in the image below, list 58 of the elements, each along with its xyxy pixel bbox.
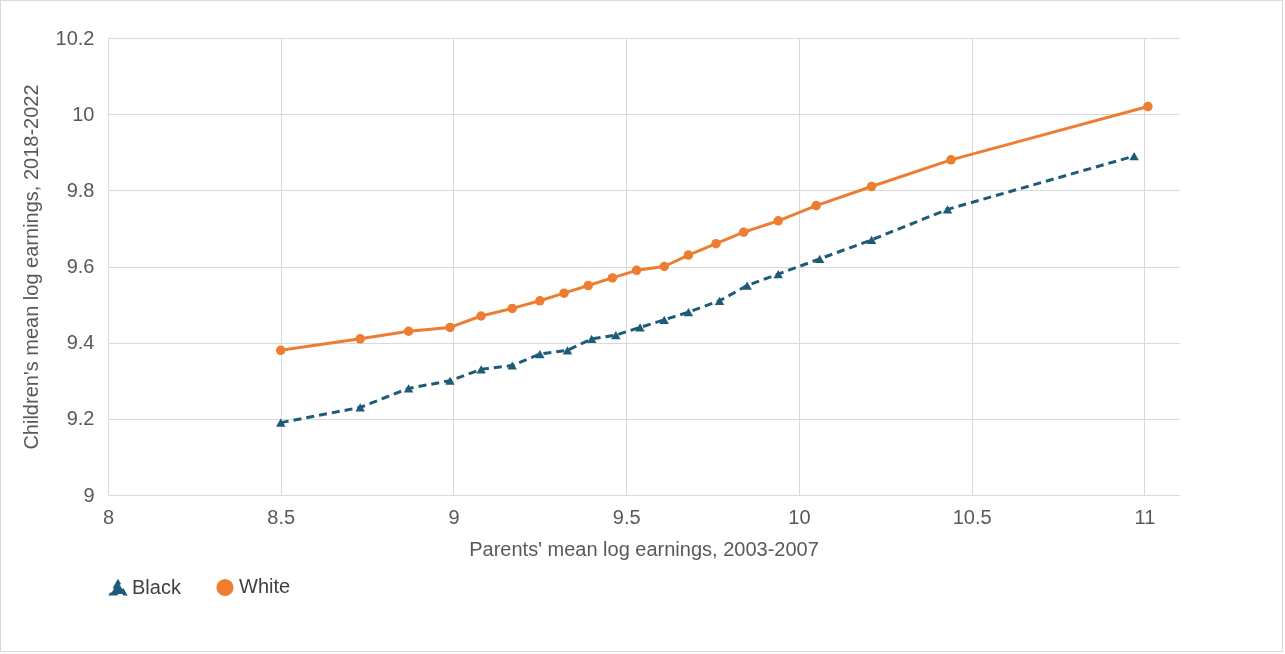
point — [942, 205, 953, 214]
point — [738, 227, 749, 237]
point — [276, 345, 286, 356]
y-tick-label: 9.2 — [66, 407, 95, 430]
point — [559, 288, 569, 298]
point — [811, 200, 821, 211]
point — [866, 181, 877, 192]
point — [714, 296, 725, 305]
point — [507, 303, 517, 314]
x-tick-label: 8.5 — [267, 505, 296, 528]
legend-label: Black — [132, 575, 182, 598]
point — [476, 365, 486, 374]
point — [683, 308, 694, 317]
point — [276, 418, 286, 427]
x-tick-label: 9.5 — [612, 505, 641, 528]
x-tick-label: 9 — [448, 505, 460, 528]
point — [355, 334, 365, 344]
point — [773, 216, 783, 226]
x-axis-title: Parents' mean log earnings, 2003-2007 — [469, 537, 819, 560]
point — [659, 261, 669, 272]
point — [403, 326, 414, 336]
x-tick-label: 11 — [1134, 505, 1156, 528]
y-tick-label: 9 — [83, 483, 95, 506]
point — [659, 315, 669, 324]
point — [586, 334, 597, 343]
point — [476, 311, 486, 321]
point — [866, 235, 877, 244]
y-tick-label: 10.2 — [55, 26, 95, 49]
y-tick-label: 9.8 — [66, 178, 95, 201]
point — [355, 403, 365, 412]
y-tick-label: 9.6 — [66, 255, 95, 277]
point — [507, 361, 517, 370]
x-tick-label: 8 — [102, 505, 115, 528]
y-axis-title: Children's mean log earnings, 2018-2022 — [19, 84, 42, 450]
point — [946, 155, 956, 165]
point — [611, 330, 621, 340]
point — [403, 384, 414, 393]
point — [635, 323, 645, 332]
x-tick-label: 10.5 — [952, 505, 992, 528]
point — [535, 296, 545, 306]
point — [583, 280, 593, 291]
point — [631, 265, 642, 276]
point — [773, 270, 783, 279]
legend-label: White — [239, 575, 291, 598]
x-tick-label: 10 — [788, 505, 811, 528]
y-tick-label: 9.4 — [66, 331, 95, 354]
point — [1143, 101, 1153, 112]
point — [562, 346, 573, 355]
point — [535, 349, 545, 359]
point — [445, 376, 455, 385]
point — [683, 250, 694, 260]
point — [711, 238, 721, 249]
point — [445, 322, 455, 333]
point — [742, 281, 752, 290]
point — [607, 273, 618, 283]
point — [814, 254, 825, 263]
y-tick-label: 10 — [72, 102, 95, 125]
point — [1129, 151, 1139, 161]
